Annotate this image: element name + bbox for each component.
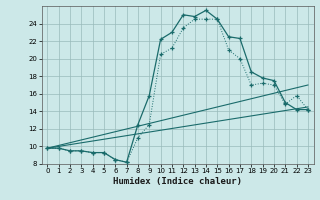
- X-axis label: Humidex (Indice chaleur): Humidex (Indice chaleur): [113, 177, 242, 186]
